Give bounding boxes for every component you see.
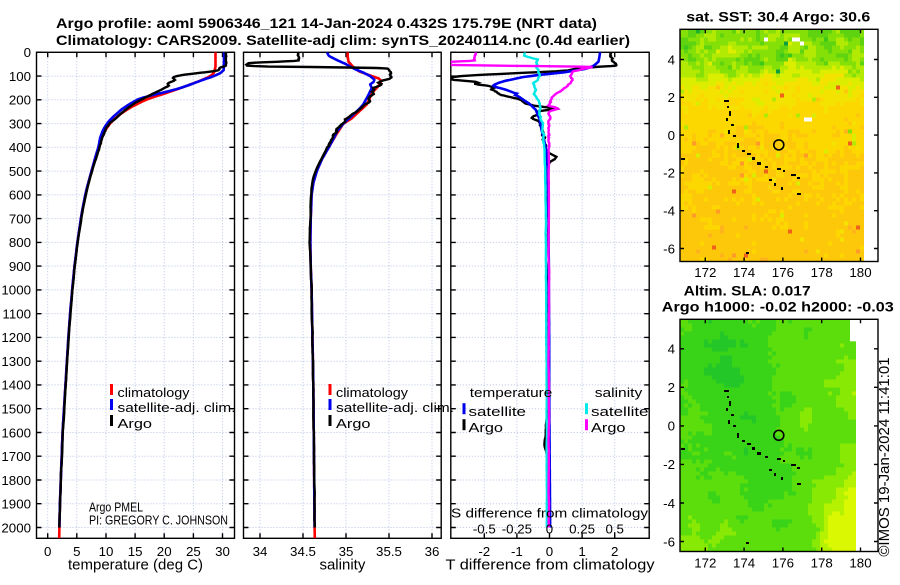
svg-text:-0.25: -0.25: [502, 522, 532, 537]
svg-text:500: 500: [9, 164, 31, 179]
svg-text:2: 2: [668, 90, 675, 105]
svg-text:Climatology: CARS2009. Satelli: Climatology: CARS2009. Satellite-adj cli…: [56, 33, 630, 48]
svg-text:-6: -6: [663, 241, 675, 256]
svg-text:178: 178: [811, 556, 833, 571]
svg-text:10: 10: [99, 544, 114, 559]
svg-text:400: 400: [9, 140, 31, 155]
svg-text:172: 172: [694, 265, 716, 280]
svg-text:1100: 1100: [2, 307, 31, 322]
svg-text:Argo h1000: -0.02 h2000: -0.03: Argo h1000: -0.02 h2000: -0.03: [662, 300, 894, 315]
svg-text:300: 300: [9, 116, 31, 131]
svg-text:S difference from climatology: S difference from climatology: [451, 506, 648, 521]
svg-text:35.5: 35.5: [376, 544, 402, 559]
svg-text:temperature (deg C): temperature (deg C): [68, 557, 203, 574]
svg-text:-4: -4: [663, 496, 675, 511]
svg-text:1700: 1700: [1, 449, 31, 464]
svg-text:15: 15: [128, 544, 143, 559]
svg-text:4: 4: [668, 52, 675, 67]
svg-text:1: 1: [578, 544, 585, 559]
svg-text:176: 176: [772, 265, 794, 280]
svg-text:-1: -1: [511, 544, 523, 559]
svg-text:-2: -2: [663, 166, 675, 181]
svg-text:35: 35: [339, 544, 354, 559]
svg-text:0: 0: [44, 544, 51, 559]
svg-text:0: 0: [546, 522, 553, 537]
svg-text:-2: -2: [663, 457, 675, 472]
svg-text:satellite-adj. clim.: satellite-adj. clim.: [336, 400, 454, 415]
svg-text:PI: GREGORY C. JOHNSON: PI: GREGORY C. JOHNSON: [89, 513, 228, 528]
svg-text:temperature: temperature: [470, 385, 553, 400]
svg-text:34: 34: [253, 544, 268, 559]
svg-text:0.5: 0.5: [605, 522, 624, 537]
svg-text:20: 20: [157, 544, 172, 559]
svg-text:36: 36: [425, 544, 440, 559]
svg-text:Argo: Argo: [336, 416, 371, 431]
svg-text:1900: 1900: [1, 497, 31, 512]
svg-text:-2: -2: [478, 544, 490, 559]
svg-text:satellite: satellite: [591, 404, 649, 419]
svg-text:0: 0: [668, 419, 675, 434]
svg-text:-0.5: -0.5: [473, 522, 496, 537]
svg-text:©IMOS 19-Jan-2024 11:41:01: ©IMOS 19-Jan-2024 11:41:01: [876, 357, 893, 556]
svg-text:0: 0: [24, 45, 31, 60]
svg-text:salinity: salinity: [319, 557, 365, 574]
svg-text:2: 2: [611, 544, 618, 559]
svg-text:Argo profile: aoml 5906346_121: Argo profile: aoml 5906346_121 14-Jan-20…: [56, 16, 597, 31]
svg-text:2000: 2000: [1, 520, 31, 535]
svg-text:1400: 1400: [1, 378, 31, 393]
svg-text:174: 174: [733, 556, 755, 571]
svg-text:climatology: climatology: [336, 385, 408, 400]
svg-text:satellite-adj. clim.: satellite-adj. clim.: [118, 400, 236, 415]
svg-text:Argo PMEL: Argo PMEL: [89, 500, 143, 515]
svg-text:4: 4: [668, 342, 675, 357]
svg-text:1500: 1500: [1, 402, 31, 417]
svg-text:180: 180: [849, 265, 871, 280]
svg-text:5: 5: [73, 544, 80, 559]
svg-text:100: 100: [9, 69, 31, 84]
svg-text:180: 180: [849, 556, 871, 571]
svg-text:1800: 1800: [1, 473, 31, 488]
svg-text:climatology: climatology: [118, 385, 190, 400]
svg-text:T difference from climatology: T difference from climatology: [446, 557, 656, 574]
svg-text:Altim. SLA: 0.017: Altim. SLA: 0.017: [684, 283, 811, 298]
svg-text:178: 178: [811, 265, 833, 280]
svg-text:-4: -4: [663, 204, 675, 219]
svg-text:satellite: satellite: [469, 404, 527, 419]
svg-text:0: 0: [668, 128, 675, 143]
svg-text:Argo: Argo: [118, 416, 153, 431]
svg-text:0: 0: [546, 544, 553, 559]
svg-text:2: 2: [668, 380, 675, 395]
svg-text:0.25: 0.25: [569, 522, 595, 537]
svg-text:800: 800: [9, 235, 31, 250]
svg-text:176: 176: [772, 556, 794, 571]
svg-text:600: 600: [9, 188, 31, 203]
svg-text:172: 172: [694, 556, 716, 571]
svg-text:1000: 1000: [1, 283, 31, 298]
svg-text:1300: 1300: [1, 354, 31, 369]
svg-text:1200: 1200: [1, 330, 31, 345]
svg-text:1600: 1600: [1, 425, 31, 440]
svg-text:900: 900: [9, 259, 31, 274]
svg-text:Argo: Argo: [591, 420, 626, 435]
svg-text:34.5: 34.5: [290, 544, 316, 559]
svg-text:Argo: Argo: [469, 420, 504, 435]
svg-text:25: 25: [186, 544, 201, 559]
svg-text:-6: -6: [663, 534, 675, 549]
svg-text:salinity: salinity: [595, 385, 643, 400]
svg-text:sat. SST: 30.4 Argo: 30.6: sat. SST: 30.4 Argo: 30.6: [686, 10, 870, 25]
svg-text:200: 200: [9, 93, 31, 108]
svg-text:700: 700: [9, 211, 31, 226]
svg-text:30: 30: [215, 544, 230, 559]
svg-text:174: 174: [733, 265, 755, 280]
